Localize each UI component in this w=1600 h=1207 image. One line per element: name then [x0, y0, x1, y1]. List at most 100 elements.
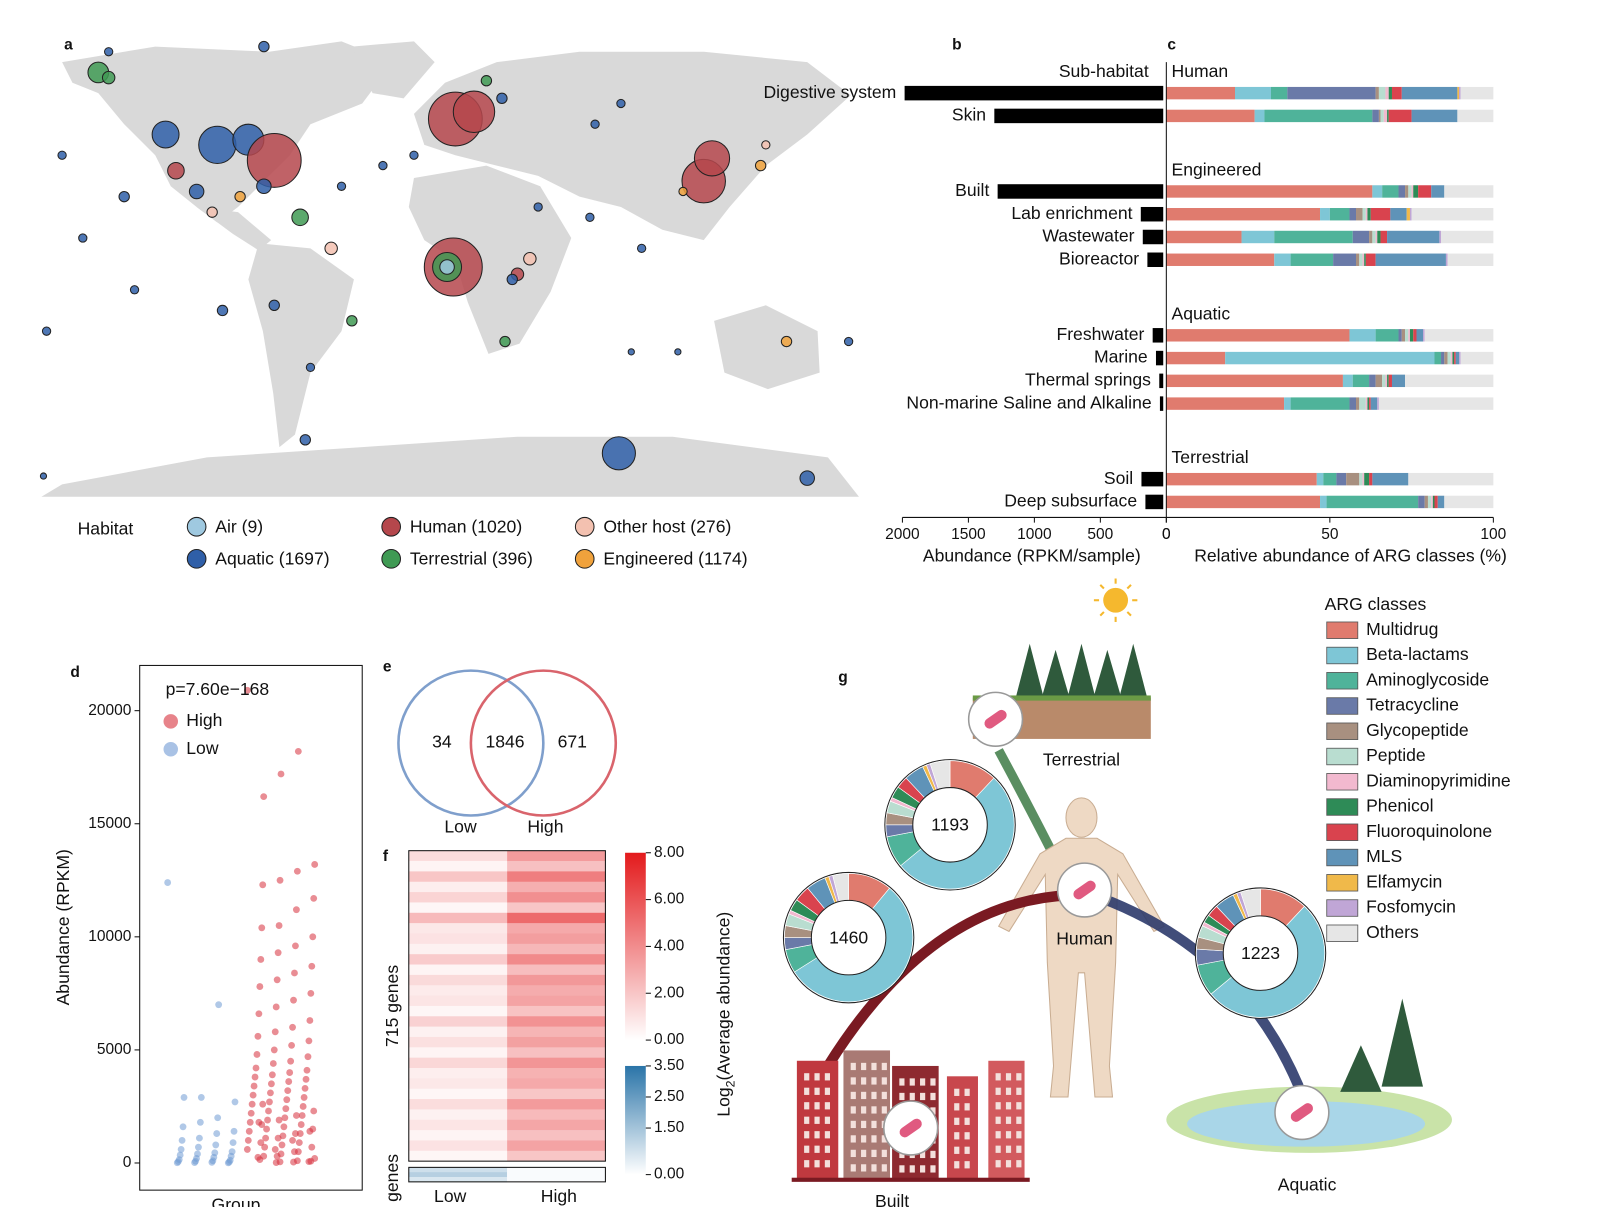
- microbe-pill: [899, 1118, 922, 1138]
- stack-segment: [1356, 397, 1360, 410]
- stack-segment: [1359, 253, 1363, 266]
- heatmap-cell: [408, 1140, 508, 1152]
- stack-segment: [1385, 374, 1388, 388]
- x-tick-label: 0: [1162, 526, 1171, 543]
- heatmap-cell: [507, 1005, 606, 1017]
- stack-segment: [1370, 208, 1391, 221]
- sample-site: [409, 150, 419, 160]
- heatmap-cell: [408, 974, 508, 986]
- sample-site: [57, 150, 67, 160]
- legend-swatch: [163, 742, 179, 757]
- heatmap-cell: [507, 1026, 606, 1038]
- point: [303, 1066, 311, 1074]
- window: [1005, 1102, 1012, 1110]
- colorbar-tick-label: 1.50: [654, 1119, 685, 1136]
- point: [255, 1118, 263, 1126]
- point: [264, 1116, 271, 1124]
- stack-segment: [1166, 329, 1350, 342]
- window: [1016, 1073, 1022, 1081]
- window: [871, 1120, 877, 1129]
- window: [850, 1120, 856, 1129]
- legend-swatch: [1326, 798, 1359, 816]
- point: [306, 1127, 314, 1135]
- point: [261, 1143, 269, 1151]
- landmass: [248, 243, 354, 448]
- window: [814, 1102, 820, 1110]
- point: [245, 1127, 253, 1135]
- point: [247, 1109, 255, 1117]
- point: [292, 1112, 300, 1119]
- heatmap-cell: [507, 1177, 606, 1183]
- point: [278, 1141, 286, 1149]
- window: [850, 1106, 856, 1114]
- stack-segment: [1367, 208, 1371, 221]
- category-label: Freshwater: [1056, 324, 1144, 344]
- stack-segment: [1405, 329, 1409, 342]
- window: [814, 1131, 820, 1139]
- window: [824, 1087, 830, 1095]
- point: [309, 933, 317, 941]
- point: [243, 686, 251, 694]
- point: [254, 1153, 262, 1161]
- stack-segment: [1377, 230, 1381, 244]
- heatmap-cell: [408, 861, 508, 872]
- stack-segment: [1333, 253, 1357, 266]
- sample-site: [674, 348, 682, 356]
- legend-title: Habitat: [78, 519, 134, 539]
- window: [881, 1091, 887, 1100]
- sample-site: [324, 241, 338, 256]
- window: [881, 1106, 887, 1114]
- window: [995, 1131, 1001, 1139]
- heatmap-cell: [507, 881, 606, 893]
- window: [964, 1146, 970, 1154]
- window: [881, 1135, 887, 1143]
- stack-segment: [1375, 86, 1379, 100]
- stack-segment: [1166, 374, 1343, 388]
- point: [229, 1139, 237, 1147]
- point: [305, 1037, 313, 1045]
- heatmap-cell: [408, 1005, 508, 1017]
- stack-segment: [1166, 397, 1285, 410]
- y-tick-label: 0: [123, 1154, 132, 1171]
- point: [258, 924, 266, 932]
- heatmap-cell: [408, 954, 508, 965]
- heatmap-cell: [507, 1172, 606, 1178]
- legend-label: Glycopeptide: [1366, 720, 1469, 740]
- window: [814, 1160, 820, 1168]
- point: [292, 1130, 299, 1138]
- grass: [972, 695, 1151, 701]
- point: [271, 1028, 279, 1036]
- window: [871, 1106, 877, 1114]
- column-label: High: [541, 1186, 577, 1206]
- stack-segment: [1166, 253, 1275, 266]
- point: [310, 894, 318, 902]
- point: [262, 1134, 270, 1142]
- heatmap-cell: [507, 943, 606, 955]
- point: [305, 1158, 313, 1166]
- window: [930, 1165, 936, 1173]
- point: [298, 1112, 306, 1119]
- sample-site: [627, 348, 635, 356]
- stack-segment: [1411, 185, 1414, 198]
- window: [1005, 1160, 1012, 1168]
- window: [861, 1135, 867, 1143]
- point: [197, 1093, 205, 1101]
- window: [930, 1107, 936, 1115]
- sample-site: [268, 299, 280, 311]
- sample-site: [234, 190, 246, 203]
- bar: [1145, 494, 1164, 510]
- x-tick-label: 0: [1162, 526, 1171, 543]
- window: [1016, 1145, 1022, 1153]
- block-label: 29 genes: [382, 1154, 402, 1207]
- stack-segment: [1391, 86, 1402, 100]
- point: [259, 881, 267, 889]
- stack-segment: [1356, 208, 1363, 221]
- legend-swatch: [1326, 722, 1359, 740]
- sample-site: [523, 251, 537, 266]
- legend-label: MLS: [1366, 846, 1402, 866]
- building: [843, 1050, 891, 1180]
- bar: [1159, 396, 1164, 411]
- stack-segment: [1441, 230, 1494, 244]
- bar: [1141, 471, 1164, 487]
- colorbar-tick-label: 2.00: [654, 984, 685, 1001]
